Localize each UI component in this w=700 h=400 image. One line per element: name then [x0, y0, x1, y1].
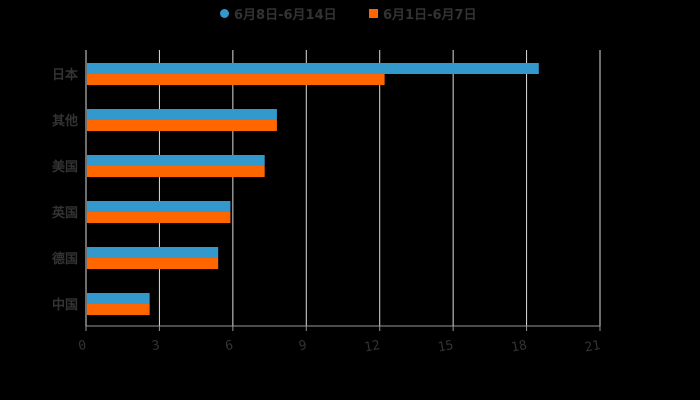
bar[interactable] — [87, 201, 231, 212]
bar[interactable] — [87, 258, 219, 269]
bar[interactable] — [87, 74, 385, 85]
x-tick-label: 6 — [224, 338, 234, 354]
bar[interactable] — [87, 120, 277, 131]
legend-label: 6月1日-6月7日 — [383, 7, 477, 23]
x-tick-label: 12 — [363, 338, 381, 355]
category-label: 中国 — [52, 297, 78, 313]
legend: 6月8日-6月14日 6月1日-6月7日 — [0, 4, 700, 23]
bar[interactable] — [87, 247, 219, 258]
category-label: 其他 — [52, 113, 78, 129]
square-marker-icon — [369, 8, 378, 18]
category-label: 英国 — [51, 205, 78, 221]
category-label: 德国 — [52, 251, 78, 267]
bar[interactable] — [87, 293, 150, 304]
bar[interactable] — [87, 109, 277, 120]
x-tick-label: 15 — [437, 338, 455, 355]
bar[interactable] — [87, 212, 231, 223]
legend-label: 6月8日-6月14日 — [234, 7, 337, 23]
x-tick-label: 3 — [151, 338, 161, 354]
bar[interactable] — [87, 63, 539, 74]
x-tick-label: 9 — [298, 338, 308, 354]
x-tick-label: 0 — [77, 338, 87, 354]
category-label: 日本 — [52, 67, 78, 83]
legend-item-series-1[interactable]: 6月8日-6月14日 — [220, 4, 337, 23]
legend-item-series-2[interactable]: 6月1日-6月7日 — [369, 4, 477, 23]
category-label: 美国 — [52, 159, 78, 175]
bar[interactable] — [87, 304, 150, 315]
circle-marker-icon — [220, 8, 229, 18]
bar[interactable] — [87, 166, 265, 177]
x-tick-label: 21 — [584, 338, 602, 355]
x-tick-label: 18 — [510, 338, 528, 355]
bar[interactable] — [87, 155, 265, 166]
